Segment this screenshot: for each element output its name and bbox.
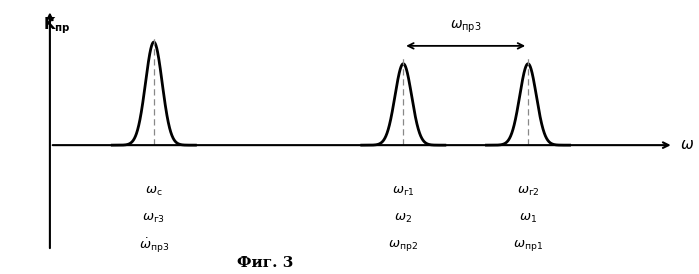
Text: Фиг. 3: Фиг. 3 (236, 256, 293, 270)
Text: $\omega_{\rm г3}$: $\omega_{\rm г3}$ (143, 212, 166, 225)
Text: $\omega$: $\omega$ (681, 138, 695, 152)
Text: $\omega_{\rm c}$: $\omega_{\rm c}$ (145, 185, 163, 198)
Text: $\omega_{\rm 1}$: $\omega_{\rm 1}$ (519, 212, 537, 225)
Text: $\omega_{\rm 2}$: $\omega_{\rm 2}$ (394, 212, 412, 225)
Text: $\omega_{\rm пр3}$: $\omega_{\rm пр3}$ (450, 19, 482, 35)
Text: $\omega_{\rm пр1}$: $\omega_{\rm пр1}$ (513, 238, 543, 253)
Text: $\bf{K}_{\bf{пр}}$: $\bf{K}_{\bf{пр}}$ (43, 15, 71, 36)
Text: $\dot{\omega}_{\rm пр3}$: $\dot{\omega}_{\rm пр3}$ (138, 236, 169, 255)
Text: $\omega_{\rm г1}$: $\omega_{\rm г1}$ (392, 185, 415, 198)
Text: $\omega_{\rm пр2}$: $\omega_{\rm пр2}$ (389, 238, 418, 253)
Text: $\omega_{\rm г2}$: $\omega_{\rm г2}$ (517, 185, 540, 198)
